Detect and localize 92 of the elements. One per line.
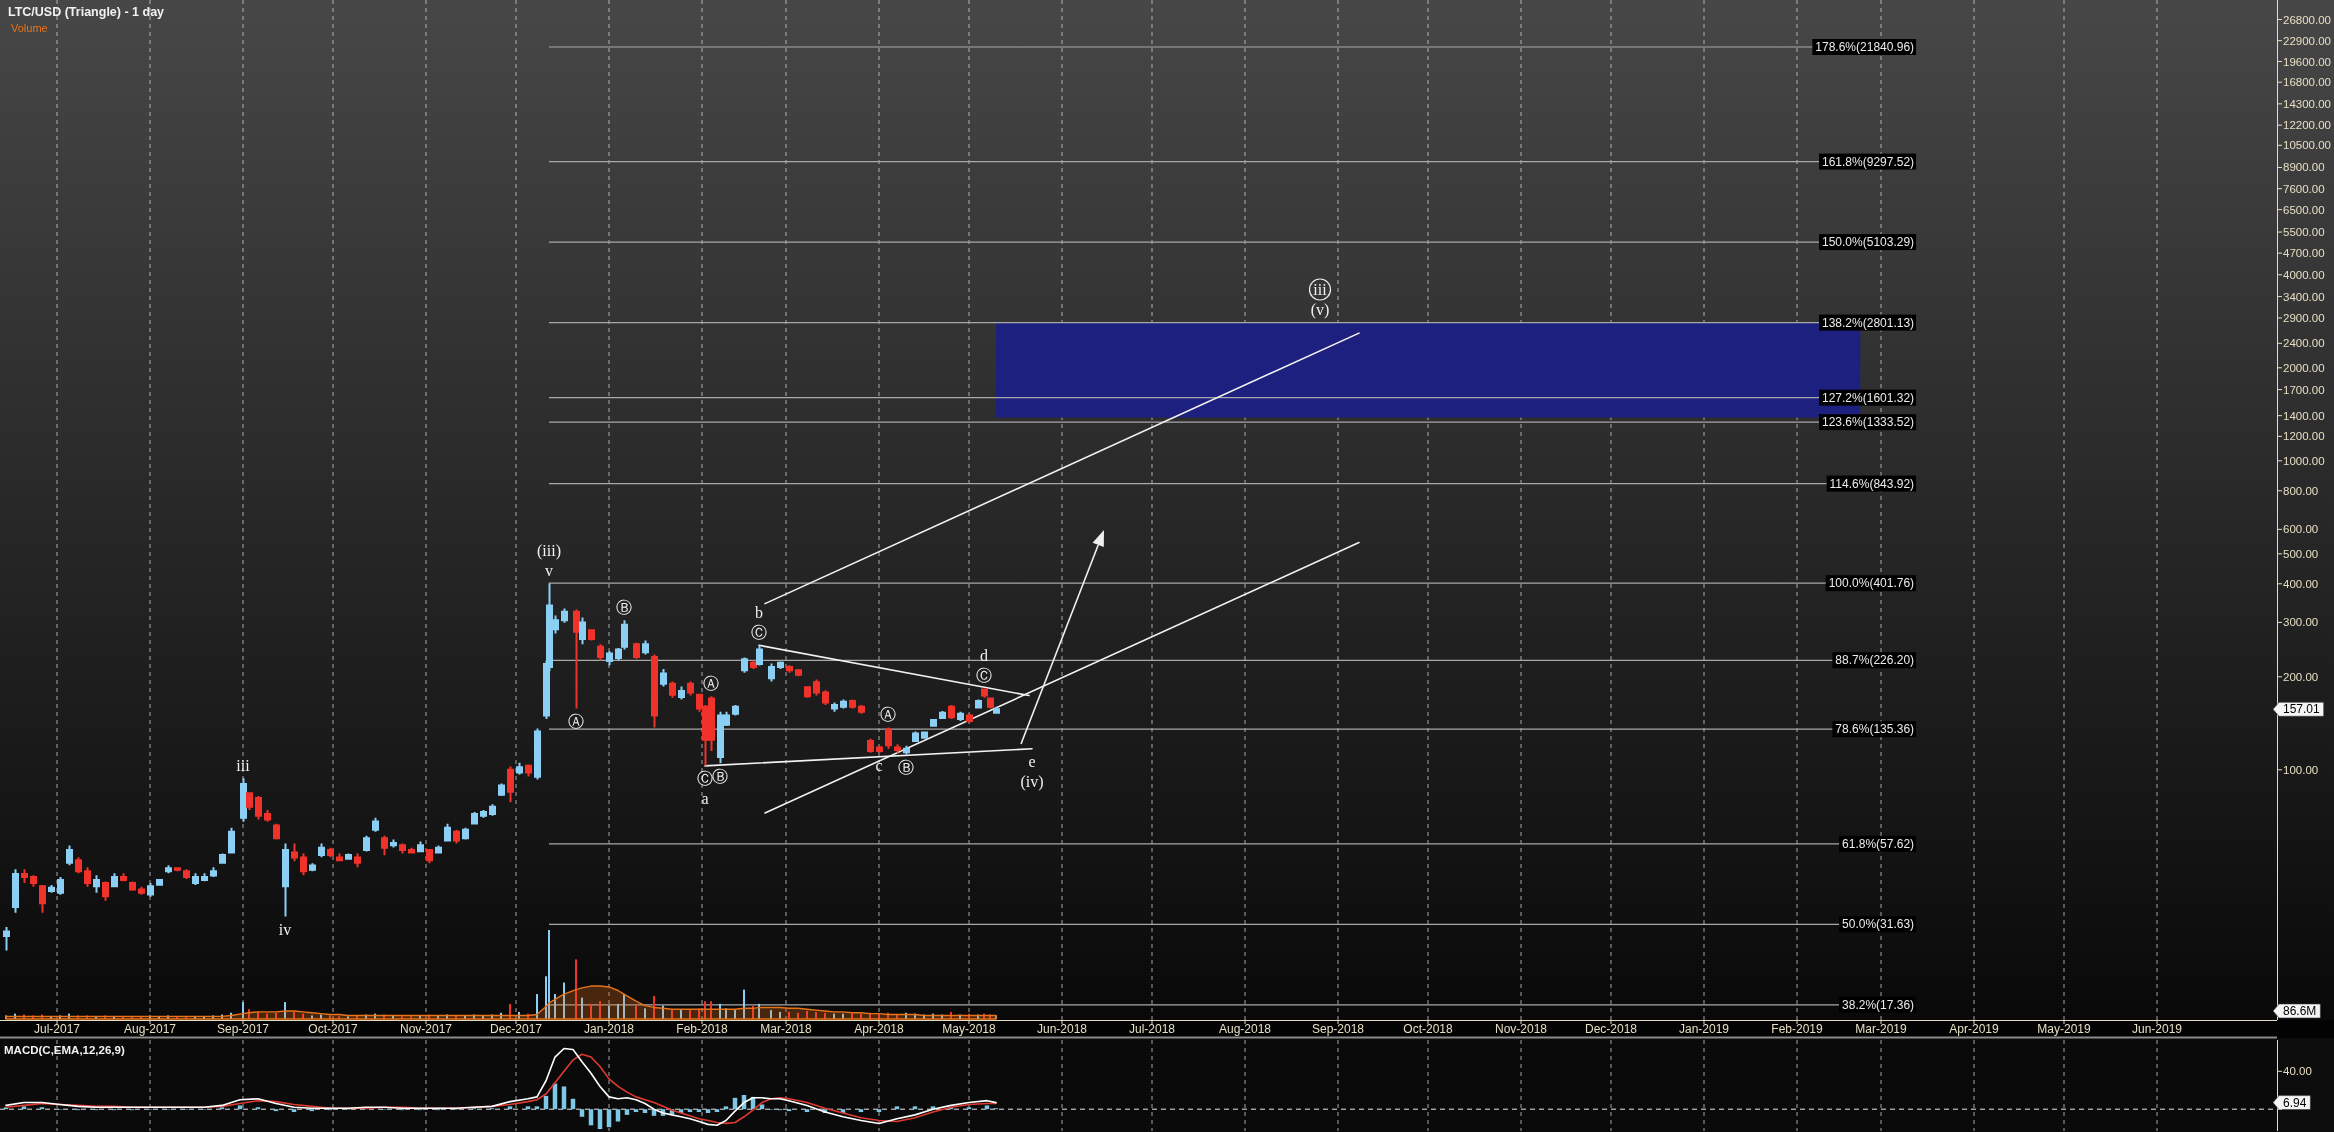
ref-line-label: 88.7%(226.20) [1835, 653, 1915, 668]
ref-line-label: 78.6%(135.36) [1835, 722, 1915, 737]
y-tick-label: 1700.00 [2283, 383, 2325, 396]
x-tick-label: May-2018 [942, 1022, 996, 1036]
annotation: e [1028, 753, 1036, 771]
ref-line-label: 127.2%(1601.32) [1822, 390, 1915, 405]
annotation: Ⓑ [898, 759, 914, 777]
y-tick-label: 600.00 [2283, 523, 2319, 536]
x-tick-label: Jan-2019 [1678, 1022, 1730, 1036]
y-tick-label: 1400.00 [2283, 409, 2325, 422]
ref-line-label: 138.2%(2801.13) [1822, 315, 1915, 330]
x-tick-label: Feb-2019 [1771, 1022, 1824, 1036]
x-tick-label: Apr-2018 [854, 1022, 904, 1036]
x-tick-label: Jan-2018 [583, 1022, 635, 1036]
annotation: iv [278, 921, 292, 939]
annotation: (v) [1310, 301, 1330, 320]
y-tick-label: 300.00 [2283, 616, 2319, 629]
x-tick-label: Sep-2017 [216, 1022, 270, 1036]
annotation: (iv) [1020, 773, 1044, 792]
y-tick-label: 200.00 [2283, 670, 2319, 683]
y-tick-label: 2400.00 [2283, 337, 2325, 350]
y-tick-label: 40.00 [2283, 1065, 2312, 1078]
y-tick-label: 16800.00 [2283, 76, 2331, 89]
chart-title: LTC/USD (Triangle) - 1 day [8, 5, 165, 19]
y-tick-label: 12200.00 [2283, 119, 2331, 132]
y-tick-label: 4000.00 [2283, 268, 2325, 281]
x-tick-label: Oct-2017 [308, 1022, 359, 1036]
annotation: Ⓐ [568, 712, 584, 730]
y-tick-label: 5500.00 [2283, 226, 2325, 239]
annotation: iii [1313, 281, 1328, 299]
ref-line-label: 150.0%(5103.29) [1822, 235, 1915, 250]
annotation: Ⓑ [712, 767, 728, 785]
x-tick-label: Nov-2017 [399, 1022, 453, 1036]
annotation: v [545, 561, 553, 579]
y-tick-label: 1200.00 [2283, 430, 2325, 443]
ref-line-label: 178.6%(21840.96) [1815, 39, 1915, 54]
y-tick-label: 800.00 [2283, 484, 2319, 497]
ref-line-label: 123.6%(1333.52) [1822, 415, 1915, 430]
chart-title: MACD(C,EMA,12,26,9) [4, 1044, 125, 1056]
x-tick-label: Oct-2018 [1403, 1022, 1454, 1036]
ref-line-label: 161.8%(9297.52) [1822, 154, 1915, 169]
x-tick-label: Feb-2018 [676, 1022, 729, 1036]
ref-line-label: 61.8%(57.62) [1842, 836, 1915, 851]
x-tick-label: Jun-2018 [1036, 1022, 1088, 1036]
x-tick-label: Aug-2017 [123, 1022, 177, 1036]
y-tick-label: 26800.00 [2283, 13, 2331, 26]
y-tick-label: 8900.00 [2283, 161, 2325, 174]
y-tick-label: 19600.00 [2283, 55, 2331, 68]
annotation: Ⓒ [697, 770, 713, 788]
annotation: Ⓐ [703, 674, 719, 692]
y-tick-label: 10500.00 [2283, 139, 2331, 152]
x-tick-label: Nov-2018 [1494, 1022, 1548, 1036]
annotation: Ⓒ [751, 624, 767, 642]
y-tick-label: 157.01 [2283, 702, 2321, 717]
annotation: (iii) [537, 541, 561, 560]
annotation: Ⓑ [616, 598, 632, 616]
y-tick-label: 4700.00 [2283, 247, 2325, 260]
annotation: c [875, 757, 883, 775]
x-tick-label: Sep-2018 [1311, 1022, 1365, 1036]
x-tick-label: Dec-2017 [489, 1022, 543, 1036]
y-tick-label: 1000.00 [2283, 454, 2325, 467]
x-tick-label: Jul-2018 [1128, 1022, 1176, 1036]
text: 86.6M [2283, 1004, 2317, 1018]
y-tick-label: 14300.00 [2283, 97, 2331, 110]
y-tick-label: 500.00 [2283, 547, 2319, 560]
annotation: iii [236, 756, 251, 774]
y-tick-label: 6500.00 [2283, 203, 2325, 216]
ref-line-label: 50.0%(31.63) [1842, 917, 1915, 932]
y-tick-label: 22900.00 [2283, 34, 2331, 47]
y-tick-label: 100.00 [2283, 763, 2319, 776]
ref-line-label: 114.6%(843.92) [1829, 476, 1915, 491]
y-tick-label: 6.94 [2283, 1095, 2307, 1110]
x-tick-label: Dec-2018 [1584, 1022, 1638, 1036]
x-tick-label: Jul-2017 [33, 1022, 81, 1036]
x-tick-label: Aug-2018 [1218, 1022, 1272, 1036]
x-tick-label: Mar-2019 [1855, 1022, 1907, 1036]
annotation: Ⓒ [976, 667, 992, 685]
y-tick-label: 3400.00 [2283, 290, 2325, 303]
chart-title: Volume [11, 22, 48, 34]
ref-line-label: 38.2%(17.36) [1842, 997, 1915, 1012]
annotation: Ⓐ [880, 706, 896, 724]
y-tick-label: 2000.00 [2283, 361, 2325, 374]
x-tick-label: Mar-2018 [760, 1022, 812, 1036]
annotation: a [701, 790, 709, 808]
annotation: b [755, 604, 763, 622]
y-tick-label: 2900.00 [2283, 311, 2325, 324]
y-tick-label: 7600.00 [2283, 182, 2325, 195]
y-tick-label: 400.00 [2283, 577, 2319, 590]
x-tick-label: Apr-2019 [1949, 1022, 1999, 1036]
x-tick-label: Jun-2019 [2131, 1022, 2183, 1036]
ref-line-label: 100.0%(401.76) [1828, 576, 1915, 591]
x-tick-label: May-2019 [2037, 1022, 2091, 1036]
